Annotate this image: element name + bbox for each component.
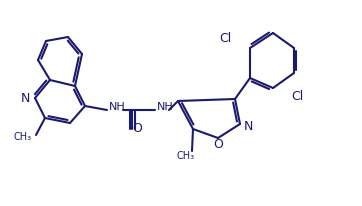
Text: CH₃: CH₃ bbox=[14, 132, 32, 142]
Text: Cl: Cl bbox=[220, 32, 232, 44]
Text: NH: NH bbox=[157, 102, 174, 112]
Text: O: O bbox=[213, 138, 223, 151]
Text: N: N bbox=[21, 91, 30, 104]
Text: Cl: Cl bbox=[291, 89, 303, 103]
Text: CH₃: CH₃ bbox=[177, 151, 195, 161]
Text: O: O bbox=[132, 123, 142, 136]
Text: N: N bbox=[243, 121, 253, 133]
Text: NH: NH bbox=[109, 102, 126, 112]
